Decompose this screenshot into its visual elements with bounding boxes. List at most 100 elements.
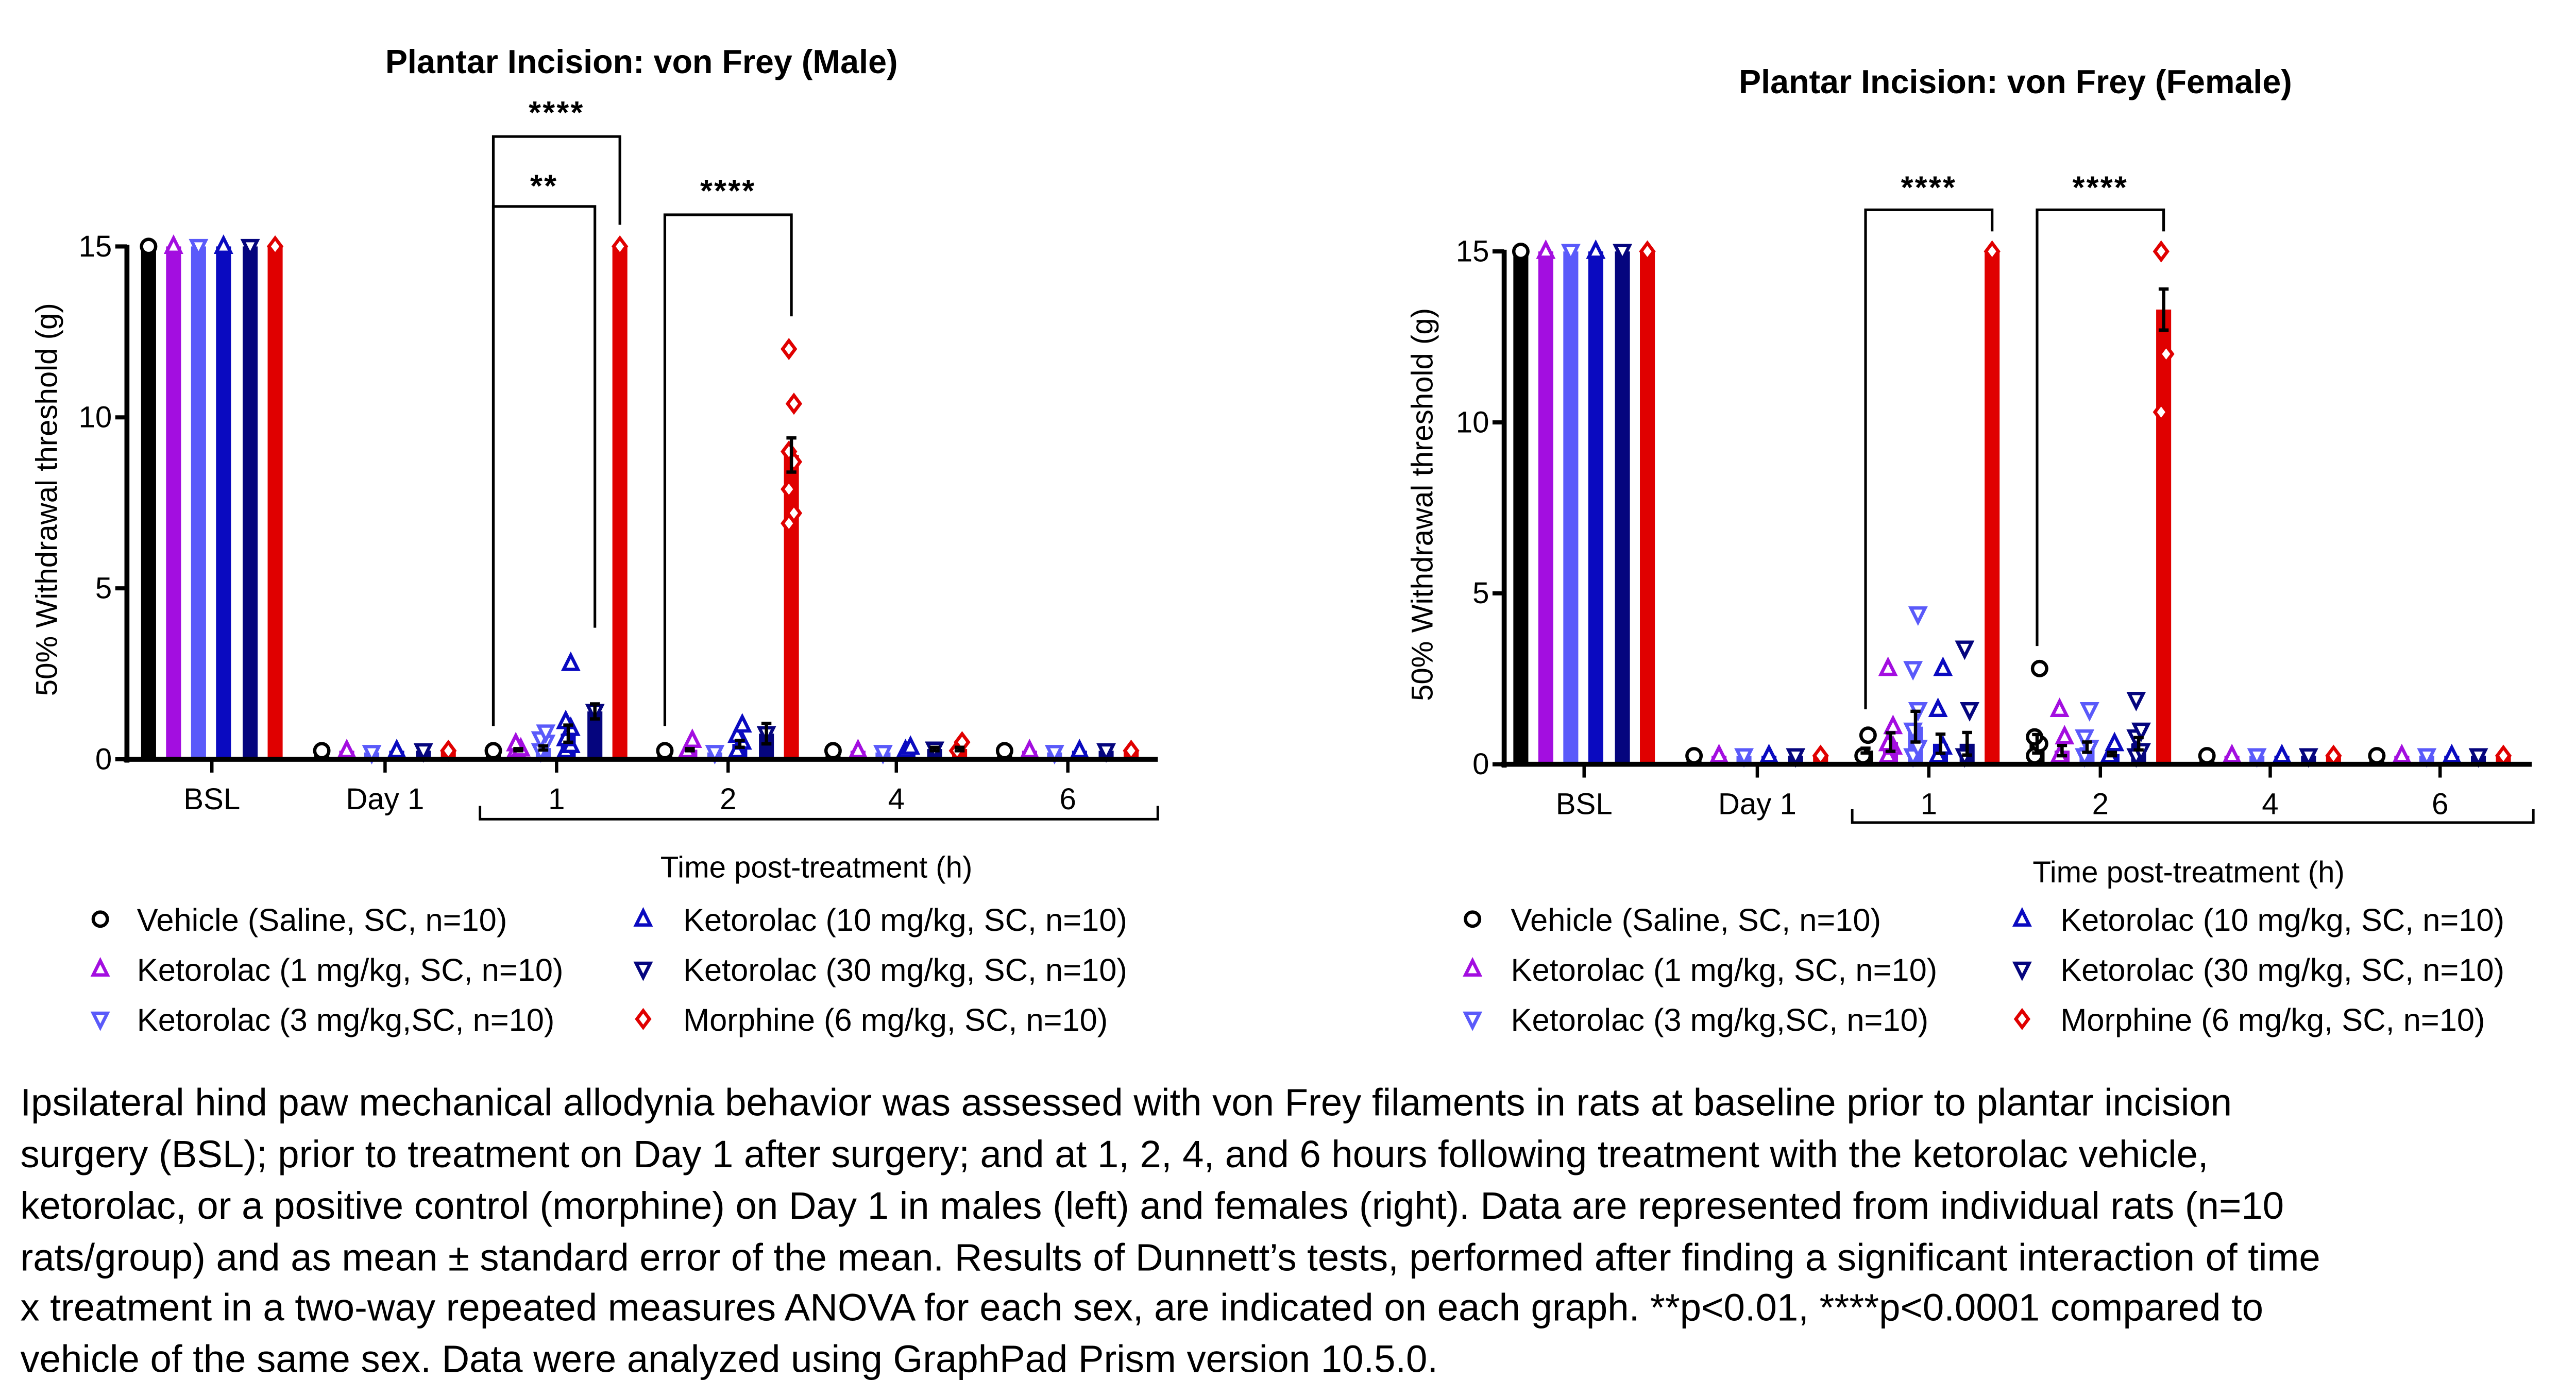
data-point [2075, 729, 2095, 749]
data-point [2298, 748, 2318, 768]
significance-label: ** [530, 168, 558, 203]
legend-label: Ketorolac (10 mg/kg, SC, n=10) [2060, 902, 2504, 938]
bar [1513, 251, 1529, 764]
data-point [1786, 748, 1806, 768]
data-point [1613, 244, 1633, 264]
legend-label: Vehicle (Saline, SC, n=10) [137, 902, 507, 938]
data-point [1903, 661, 1923, 681]
data-point [1512, 243, 1530, 261]
data-point [2468, 748, 2488, 768]
data-point [1639, 240, 1656, 263]
caption-line: ketorolac, or a positive control (morphi… [21, 1184, 2284, 1227]
data-point [781, 512, 798, 535]
significance-bracket [492, 135, 621, 726]
caption-line: x treatment in a two-way repeated measur… [21, 1286, 2264, 1328]
data-point [1955, 640, 1975, 660]
data-point [2222, 743, 2242, 763]
x-tick-label: 6 [2432, 788, 2448, 821]
x-tick-label: Day 1 [1718, 788, 1797, 821]
data-point [785, 393, 803, 415]
legend-label: Ketorolac (1 mg/kg, SC, n=10) [1511, 952, 1938, 988]
legend-label: Ketorolac (10 mg/kg, SC, n=10) [683, 902, 1127, 938]
bar [1640, 251, 1655, 764]
male-chart: Plantar Incision: von Frey (Male) 50% Wi… [30, 43, 1159, 884]
data-point [1854, 747, 1872, 765]
data-point [781, 478, 798, 501]
data-point [2158, 343, 2175, 365]
legend-label: Ketorolac (1 mg/kg, SC, n=10) [137, 952, 564, 988]
data-point [1096, 743, 1116, 763]
x-tick-label: 4 [888, 782, 905, 816]
chart-title: Plantar Incision: von Frey (Male) [385, 43, 898, 80]
legend-marker-circle-icon [1464, 910, 1482, 928]
data-point [1928, 697, 1948, 718]
x-tick-label: 1 [1921, 788, 1937, 821]
legend-marker-triangle-down-icon [90, 1011, 110, 1031]
data-point [266, 235, 284, 258]
chart-title: Plantar Incision: von Frey (Female) [1739, 63, 2292, 100]
bar [1588, 251, 1603, 764]
data-point [2153, 401, 2170, 423]
data-point [2030, 659, 2048, 677]
data-point [1536, 239, 1556, 259]
legend-marker-triangle-up-icon [2012, 907, 2032, 927]
x-axis-label: Time post-treatment (h) [2032, 856, 2345, 889]
data-point [1984, 240, 2001, 263]
data-point [484, 742, 502, 760]
data-point [240, 238, 260, 259]
x-tick-label: BSL [183, 782, 240, 816]
data-point [2417, 748, 2437, 768]
significance-label: **** [1901, 170, 1957, 206]
data-point [313, 742, 331, 760]
data-point [873, 745, 893, 765]
data-point [732, 713, 752, 733]
data-point [995, 742, 1013, 760]
legend-marker-triangle-down-icon [1463, 1011, 1483, 1031]
female-chart: Plantar Incision: von Frey (Female) 50% … [1406, 63, 2535, 889]
data-point [1933, 735, 1953, 755]
data-point [1908, 606, 1928, 626]
legend-label: Morphine (6 mg/kg, SC, n=10) [2060, 1002, 2485, 1038]
data-point [1709, 743, 1729, 763]
caption-line: vehicle of the same sex. Data were analy… [21, 1338, 1438, 1381]
legend-label: Ketorolac (30 mg/kg, SC, n=10) [2060, 952, 2504, 988]
data-point [705, 745, 725, 765]
data-point [2442, 743, 2462, 763]
y-tick-label: 0 [1472, 747, 1489, 781]
legends: Vehicle (Saline, SC, n=10) Ketorolac (1 … [90, 902, 2504, 1038]
data-point [1020, 739, 1040, 758]
caption-line: rats/group) and as mean ± standard error… [21, 1236, 2320, 1279]
data-point [848, 739, 868, 758]
legend-label: Morphine (6 mg/kg, SC, n=10) [683, 1002, 1108, 1038]
bar [216, 246, 231, 759]
data-point [413, 743, 433, 763]
significance-label: **** [2073, 170, 2129, 206]
data-point [213, 234, 233, 254]
y-tick-label: 15 [1456, 234, 1489, 268]
data-point [189, 238, 209, 259]
y-tick-label: 0 [95, 742, 112, 776]
data-point [362, 745, 382, 765]
legend-marker-triangle-up-icon [1463, 957, 1483, 977]
data-point [1734, 748, 1754, 768]
bar [191, 246, 206, 759]
data-point [2055, 725, 2075, 745]
legend-marker-triangle-up-icon [90, 957, 110, 977]
data-point [536, 724, 556, 744]
x-tick-label: 6 [1060, 782, 1076, 816]
bar [166, 246, 181, 759]
data-point [1685, 747, 1703, 765]
bar [1985, 251, 2000, 764]
data-point [140, 237, 158, 255]
legend-marker-diamond-icon [2013, 1008, 2031, 1030]
data-point [1883, 714, 1903, 735]
legend-marker-triangle-down-icon [2012, 961, 2032, 981]
bar [2156, 309, 2172, 764]
data-point [1044, 745, 1064, 765]
significance-label: **** [700, 173, 756, 209]
data-point [1960, 702, 1980, 722]
significance-bracket [663, 213, 793, 726]
y-axis-label: 50% Withdrawal threshold (g) [30, 303, 64, 696]
legend-label: Ketorolac (3 mg/kg,SC, n=10) [1511, 1002, 1929, 1038]
